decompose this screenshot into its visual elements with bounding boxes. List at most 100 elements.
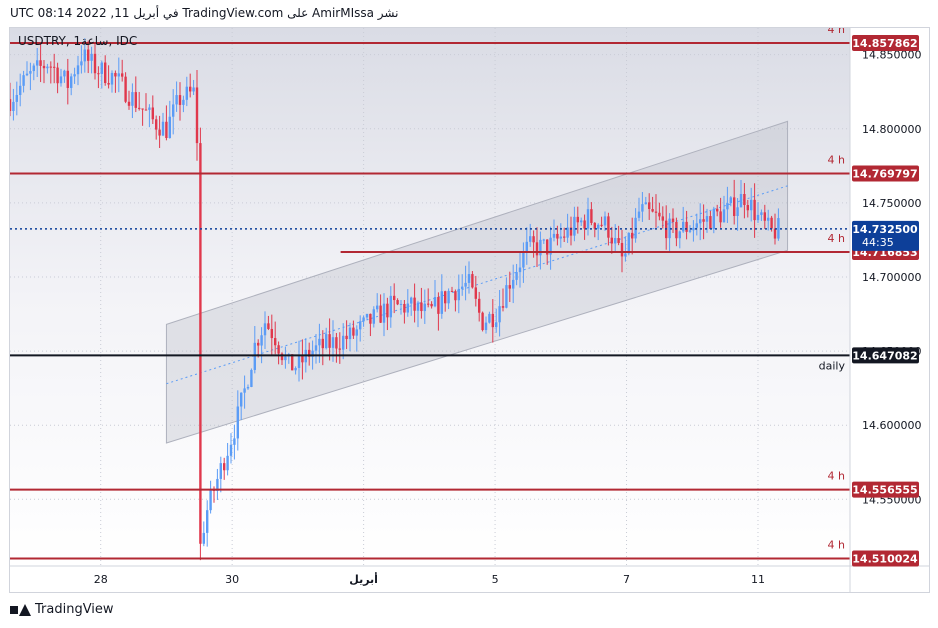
level-tag: 4 h bbox=[828, 470, 845, 483]
candle-body bbox=[685, 221, 688, 232]
candle-body bbox=[393, 295, 396, 301]
candle-body bbox=[70, 76, 73, 88]
candle-body bbox=[386, 303, 389, 318]
candle-body bbox=[620, 243, 624, 257]
candle-body bbox=[522, 251, 525, 268]
candle-body bbox=[59, 76, 63, 84]
candle-body bbox=[362, 317, 365, 322]
candle-body bbox=[420, 302, 423, 312]
candle-body bbox=[396, 300, 399, 305]
time-axis[interactable]: 28 30 أبريل 5 7 11 bbox=[94, 572, 765, 586]
candle-body bbox=[168, 116, 171, 139]
candle-body bbox=[10, 99, 12, 111]
candle-body bbox=[719, 211, 722, 223]
candle-body bbox=[773, 228, 777, 239]
candle-body bbox=[529, 236, 532, 242]
price-label-text: 14.769797 bbox=[852, 168, 917, 181]
candle-body bbox=[97, 73, 100, 75]
price-label-text: 14.510024 bbox=[852, 553, 918, 566]
candle-body bbox=[746, 205, 749, 211]
candle-body bbox=[573, 216, 576, 236]
candle-body bbox=[308, 349, 311, 357]
candle-body bbox=[654, 211, 658, 213]
candle-body bbox=[376, 305, 379, 310]
candle-body bbox=[658, 212, 661, 217]
candle-body bbox=[593, 222, 596, 229]
candle-body bbox=[172, 104, 175, 117]
candle-body bbox=[563, 236, 566, 238]
candle-body bbox=[586, 209, 590, 229]
candle-body bbox=[314, 345, 318, 351]
candle-body bbox=[495, 322, 498, 328]
candle-body bbox=[607, 216, 610, 238]
candle-body bbox=[151, 107, 154, 120]
x-tick-label: 11 bbox=[751, 573, 765, 586]
candle-body bbox=[556, 233, 559, 239]
candle-body bbox=[158, 129, 161, 136]
candle-body bbox=[138, 107, 141, 109]
candle-body bbox=[233, 438, 236, 445]
candle-body bbox=[291, 354, 294, 371]
tradingview-footer[interactable]: TradingView bbox=[10, 602, 114, 617]
candle-body bbox=[631, 232, 634, 239]
candle-body bbox=[688, 230, 692, 232]
candle-body bbox=[15, 94, 18, 102]
candle-body bbox=[478, 298, 481, 313]
candle-body bbox=[277, 345, 280, 354]
price-axis[interactable]: 14.850000 14.800000 14.750000 14.700000 14.6… bbox=[862, 49, 922, 507]
candle-body bbox=[22, 75, 25, 86]
candle-body bbox=[600, 224, 603, 226]
candle-body bbox=[399, 303, 403, 305]
candle-body bbox=[80, 61, 83, 66]
candle-body bbox=[229, 444, 233, 456]
candle-body bbox=[165, 121, 168, 139]
candle-body bbox=[501, 306, 505, 308]
parallel-channel[interactable] bbox=[165, 120, 789, 444]
candle-body bbox=[223, 463, 226, 471]
y-tick-label: 14.850000 bbox=[862, 49, 922, 62]
candle-body bbox=[437, 297, 440, 314]
candle-body bbox=[512, 279, 515, 289]
candle-body bbox=[454, 291, 457, 301]
candle-body bbox=[770, 217, 773, 229]
candle-body bbox=[49, 66, 52, 68]
candle-body bbox=[175, 95, 178, 105]
candle-body bbox=[546, 239, 549, 255]
candle-body bbox=[569, 227, 573, 236]
candle-body bbox=[189, 86, 192, 92]
candle-body bbox=[318, 338, 321, 346]
candle-body bbox=[427, 303, 430, 305]
level-lines[interactable]: 4 h 4 h 4 h daily 4 h 4 h bbox=[10, 28, 850, 560]
candle-body bbox=[226, 455, 229, 471]
candle-body bbox=[195, 87, 199, 144]
candle-body bbox=[178, 95, 182, 105]
x-tick-label: أبريل bbox=[349, 572, 378, 586]
candles bbox=[10, 38, 780, 561]
candle-body bbox=[19, 85, 22, 95]
candle-body bbox=[131, 92, 134, 106]
candle-body bbox=[87, 49, 90, 61]
candle-body bbox=[525, 241, 528, 252]
candle-body bbox=[32, 65, 35, 72]
candle-body bbox=[583, 220, 586, 229]
candle-body bbox=[267, 323, 270, 329]
candle-body bbox=[729, 197, 732, 204]
price-labels: 14.85786214.76979714.71685314.64708214.5… bbox=[852, 35, 919, 567]
candle-body bbox=[617, 238, 620, 244]
candle-body bbox=[216, 478, 219, 491]
candle-body bbox=[559, 236, 562, 239]
plot-background bbox=[10, 28, 850, 566]
channel-body bbox=[165, 120, 789, 444]
candle-body bbox=[498, 306, 501, 323]
candle-body bbox=[648, 202, 651, 210]
candle-body bbox=[144, 109, 148, 111]
candle-body bbox=[444, 291, 447, 304]
price-label-box bbox=[852, 481, 919, 498]
candle-body bbox=[651, 209, 654, 212]
candle-body bbox=[532, 236, 535, 243]
candle-body bbox=[481, 312, 484, 331]
candle-body bbox=[124, 76, 127, 102]
candle-body bbox=[637, 211, 641, 218]
